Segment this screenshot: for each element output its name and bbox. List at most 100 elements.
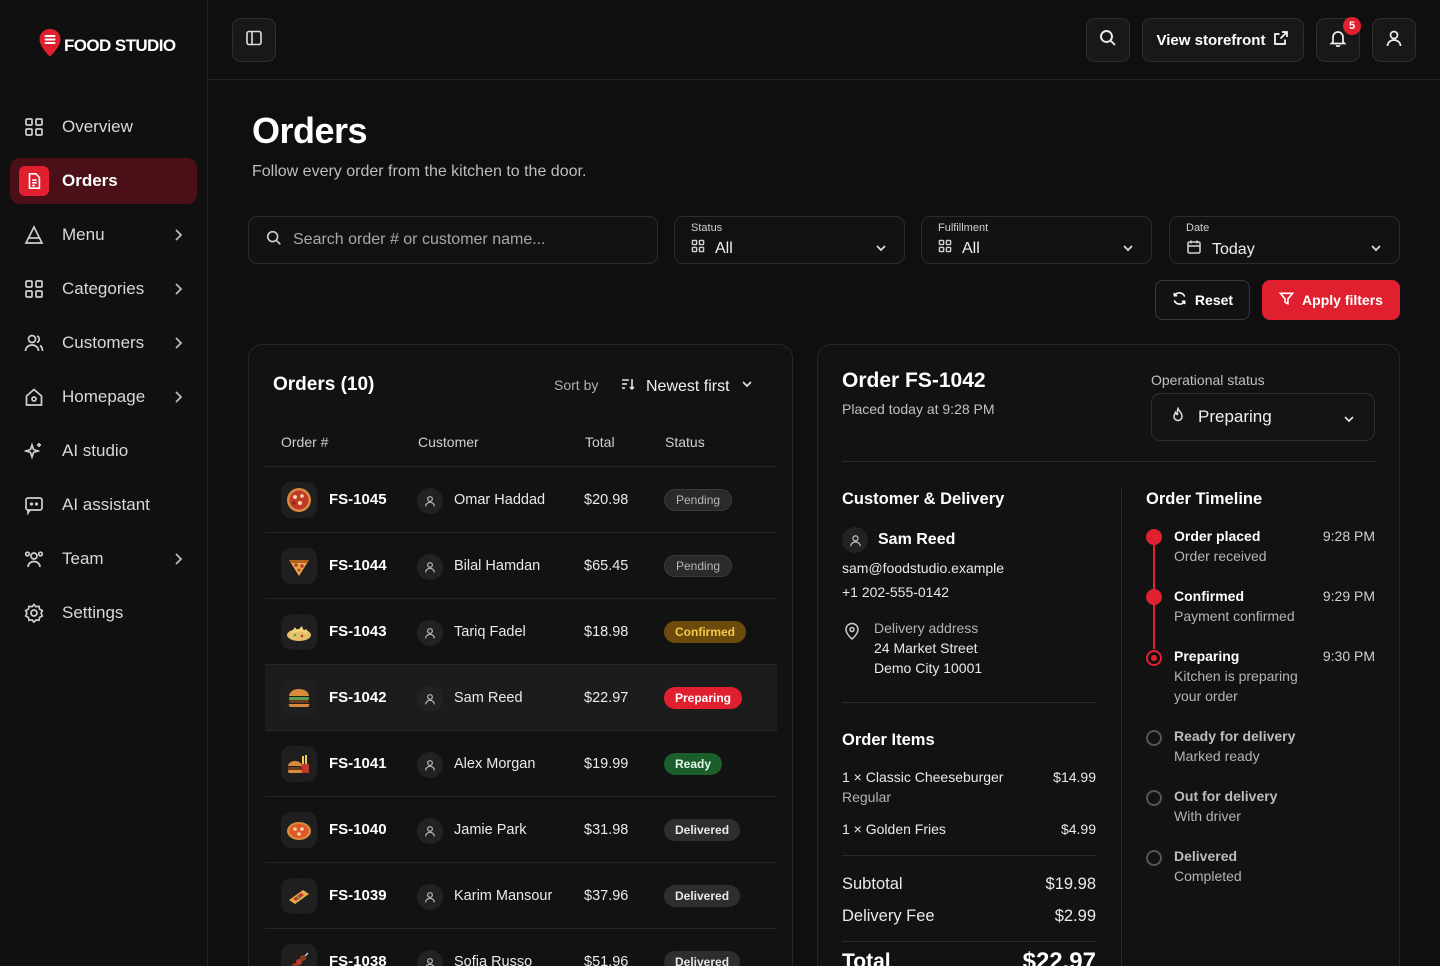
skewer-icon [281,944,317,966]
chevron-down-icon [740,377,754,396]
search-placeholder: Search order # or customer name... [293,231,546,248]
timeline-step-title: Preparing [1174,648,1240,664]
orders-table-header: Order # Customer Total Status [265,423,777,467]
sidebar-nav: Overview Orders Menu Categories Customer… [10,104,197,644]
search-icon [265,229,283,252]
sidebar-item-ai-studio[interactable]: AI studio [10,428,197,474]
sidebar-item-label: Customers [62,333,145,352]
order-placed-time: Placed today at 9:28 PM [842,401,995,417]
date-filter-select[interactable]: Date Today [1169,216,1400,264]
divider [842,702,1097,703]
status-badge: Delivered [664,951,741,966]
order-total: $22.97 [584,690,629,706]
chevron-down-icon [874,241,888,260]
view-storefront-button[interactable]: View storefront [1142,18,1304,62]
timeline-step-title: Order placed [1174,528,1261,544]
timeline-step-time: 9:28 PM [1322,528,1375,544]
customer-email[interactable]: sam@foodstudio.example [842,560,1005,576]
brand-logo[interactable]: FOOD STUDIO [38,28,176,63]
fulfillment-filter-select[interactable]: Fulfillment All [921,216,1152,264]
customer-phone[interactable]: +1 202-555-0142 [842,584,950,600]
status-filter-value: All [715,239,733,257]
sidebar-item-orders[interactable]: Orders [10,158,197,204]
customer-name: Jamie Park [454,822,527,838]
filter-icon [1278,291,1295,309]
sidebar-item-categories[interactable]: Categories [10,266,197,312]
order-total: $37.96 [584,888,629,904]
sidebar: FOOD STUDIO Overview Orders Menu Categor… [0,0,208,966]
chevron-right-icon [169,226,187,249]
sort-select[interactable]: Newest first [620,376,754,397]
search-input[interactable]: Search order # or customer name... [248,216,658,264]
delivery-fee-label: Delivery Fee [842,907,935,925]
user-icon [417,488,443,514]
page-title: Orders [252,110,368,151]
order-id: FS-1041 [329,755,387,772]
operational-status-select[interactable]: Preparing [1151,393,1375,441]
chevron-right-icon [169,334,187,357]
sidebar-item-customers[interactable]: Customers [10,320,197,366]
orders-card-title: Orders (10) [273,374,375,395]
user-icon [417,818,443,844]
status-badge: Delivered [664,819,741,841]
toggle-sidebar-button[interactable] [232,18,276,62]
bell-icon [1329,29,1347,52]
table-row[interactable]: FS-1045 Omar Haddad $20.98 Pending [265,467,777,533]
status-filter-select[interactable]: Status All [674,216,905,264]
table-row[interactable]: FS-1038 Sofia Russo $51.96 Delivered [265,929,777,966]
order-total: $20.98 [584,492,629,508]
sparkles-icon [24,441,44,461]
column-header-total[interactable]: Total [585,434,615,450]
sidebar-item-label: AI studio [62,441,129,460]
burger-icon [281,680,317,716]
sidebar-item-homepage[interactable]: Homepage [10,374,197,420]
profile-button[interactable] [1372,18,1416,62]
apply-filters-button[interactable]: Apply filters [1262,280,1400,320]
timeline-step-done-icon [1146,529,1162,545]
reset-button[interactable]: Reset [1155,280,1250,320]
user-icon [417,620,443,646]
notifications-button[interactable]: 5 [1316,17,1361,62]
order-id: FS-1044 [329,557,387,574]
location-pin-icon [844,622,860,645]
table-row[interactable]: FS-1041 Alex Morgan $19.99 Ready [265,731,777,797]
search-button[interactable] [1086,18,1130,62]
column-header-order[interactable]: Order # [281,434,329,450]
operational-status-value: Preparing [1198,407,1272,426]
table-row-selected[interactable]: FS-1042 Sam Reed $22.97 Preparing [265,665,777,731]
table-row[interactable]: FS-1043 Tariq Fadel $18.98 Confirmed [265,599,777,665]
grid-icon [24,117,44,137]
total-label: Total [842,950,891,966]
status-badge: Pending [664,489,733,511]
fulfillment-filter-value: All [962,239,980,257]
customer-name: Sofia Russo [454,954,533,966]
page-subtitle: Follow every order from the kitchen to t… [252,163,587,180]
column-header-customer[interactable]: Customer [418,434,479,450]
grid-icon [24,279,44,299]
fulfillment-filter-label: Fulfillment [938,222,989,234]
customer-name: Tariq Fadel [454,624,526,640]
sidebar-item-ai-assistant[interactable]: AI assistant [10,482,197,528]
table-row[interactable]: FS-1044 Bilal Hamdan $65.45 Pending [265,533,777,599]
timeline-step-subtitle: Payment confirmed [1174,608,1295,624]
gear-icon [24,603,44,623]
status-filter-label: Status [691,222,723,234]
date-filter-label: Date [1186,222,1210,234]
order-total: $51.96 [584,954,629,966]
view-storefront-label: View storefront [1156,31,1266,49]
sidebar-item-overview[interactable]: Overview [10,104,197,150]
table-row[interactable]: FS-1040 Jamie Park $31.98 Delivered [265,797,777,863]
timeline-step-subtitle: Marked ready [1174,748,1260,764]
notification-count-badge: 5 [1343,17,1361,35]
sidebar-item-label: Homepage [62,387,146,406]
sidebar-item-menu[interactable]: Menu [10,212,197,258]
sort-label: Sort by [554,377,599,393]
sidebar-item-settings[interactable]: Settings [10,590,197,636]
pizza-icon [281,482,317,518]
timeline-step-title: Delivered [1174,848,1238,864]
sidebar-item-label: Settings [62,603,124,622]
sidebar-item-team[interactable]: Team [10,536,197,582]
timeline-step-pending-icon [1146,850,1162,866]
table-row[interactable]: FS-1039 Karim Mansour $37.96 Delivered [265,863,777,929]
column-header-status[interactable]: Status [665,434,705,450]
